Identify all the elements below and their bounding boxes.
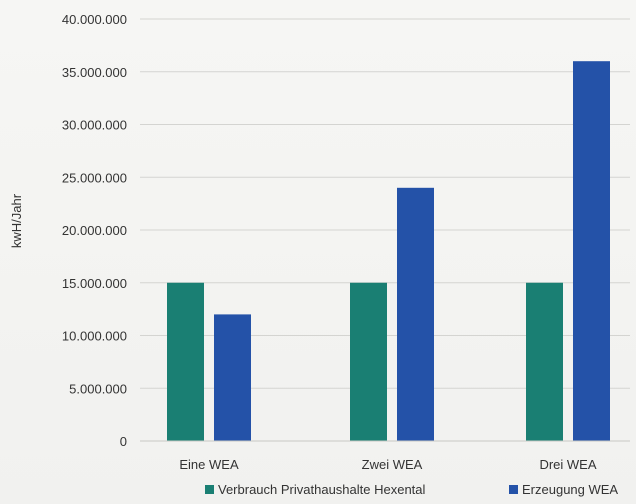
- y-tick-label-6: 30.000.000: [62, 118, 127, 133]
- bar-erzeugung-1: [214, 314, 251, 441]
- bars-layer: [167, 61, 610, 441]
- bar-verbrauch-2: [350, 282, 387, 441]
- x-category-label-3: Drei WEA: [539, 457, 596, 472]
- y-tick-label-0: 0: [120, 434, 127, 449]
- x-category-label-2: Zwei WEA: [362, 457, 423, 472]
- bar-verbrauch-1: [167, 282, 204, 441]
- y-tick-label-3: 15.000.000: [62, 276, 127, 291]
- bar-erzeugung-2: [397, 187, 434, 441]
- y-tick-label-2: 10.000.000: [62, 329, 127, 344]
- bar-erzeugung-3: [573, 61, 610, 441]
- y-tick-label-8: 40.000.000: [62, 12, 127, 27]
- legend: Verbrauch Privathaushalte Hexental Erzeug…: [205, 482, 618, 497]
- x-category-label-1: Eine WEA: [179, 457, 239, 472]
- y-tick-label-4: 20.000.000: [62, 223, 127, 238]
- y-tick-label-1: 5.000.000: [69, 381, 127, 396]
- legend-swatch-2: [509, 485, 518, 494]
- legend-label-2: Erzeugung WEA: [522, 482, 618, 497]
- bar-verbrauch-3: [526, 282, 563, 441]
- legend-label-1: Verbrauch Privathaushalte Hexental: [218, 482, 426, 497]
- labels-layer: 0 5.000.000 10.000.000 15.000.000 20.000.000…: [62, 12, 597, 472]
- y-tick-label-5: 25.000.000: [62, 170, 127, 185]
- y-axis-title: kwH/Jahr: [9, 193, 24, 248]
- legend-swatch-1: [205, 485, 214, 494]
- y-tick-label-7: 35.000.000: [62, 65, 127, 80]
